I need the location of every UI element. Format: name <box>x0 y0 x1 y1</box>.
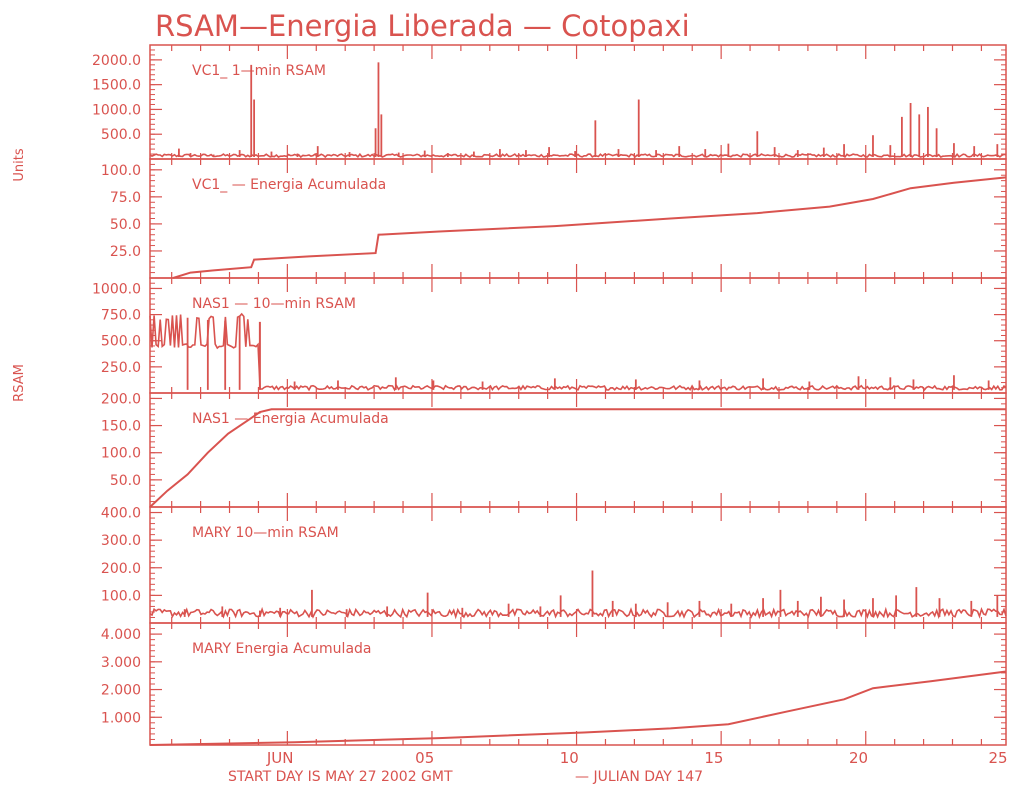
y-tick-label: 150.0 <box>101 419 141 435</box>
y-tick-label: 1500.0 <box>92 78 141 94</box>
y-tick-label: 1.000 <box>101 710 141 726</box>
y-tick-label: 4.000 <box>101 627 141 643</box>
y-tick-label: 2.000 <box>101 683 141 699</box>
y-tick-label: 500.0 <box>101 334 141 350</box>
y-tick-label: 100.0 <box>101 446 141 462</box>
y-tick-label: 3.000 <box>101 655 141 671</box>
series-baseline <box>149 312 1007 392</box>
x-tick-label: JUN <box>266 749 294 767</box>
y-tick-label: 75.0 <box>110 190 141 206</box>
panel-label: VC1_ — Energia Acumulada <box>192 177 386 193</box>
panel-2: 250.0 500.0 750.0 1000.0 NAS1 — 10—min RSAM <box>92 277 1007 394</box>
y-tick-label: 1000.0 <box>92 102 141 118</box>
chart-title: RSAM—Energia Liberada — Cotopaxi <box>155 9 690 43</box>
series-baseline <box>149 606 1007 620</box>
series-line <box>172 176 1007 279</box>
y-tick-label: 50.0 <box>110 217 141 233</box>
y-tick-label: 250.0 <box>101 360 141 376</box>
y-tick-label: 300.0 <box>101 533 141 549</box>
x-tick-label: 10 <box>560 749 579 767</box>
series-baseline <box>149 152 1007 159</box>
side-label-units: Units <box>12 148 27 181</box>
x-tick-label: 15 <box>704 749 723 767</box>
y-tick-label: 1000.0 <box>92 281 141 297</box>
panels-layer: 500.0 1000.0 1500.0 2000.0 VC1_ 1—min RSAM 25… <box>92 44 1007 746</box>
y-tick-label: 100.0 <box>101 588 141 604</box>
x-tick-label: 20 <box>849 749 868 767</box>
panel-5: 1.000 2.000 3.000 4.000 MARY Energia Acumula… <box>101 622 1007 746</box>
footer-julian-day: — JULIAN DAY 147 <box>575 769 703 785</box>
y-tick-label: 200.0 <box>101 561 141 577</box>
y-tick-label: 50.0 <box>110 473 141 489</box>
y-tick-label: 500.0 <box>101 127 141 143</box>
y-tick-label: 200.0 <box>101 391 141 407</box>
series-line <box>149 408 1006 508</box>
panel-label: MARY Energia Acumulada <box>192 641 371 657</box>
footer-start-day: START DAY IS MAY 27 2002 GMT <box>228 769 453 785</box>
y-tick-label: 750.0 <box>101 308 141 324</box>
panel-3: 50.0 100.0 150.0 200.0 NAS1 — Energia Acumul… <box>101 391 1007 508</box>
x-tick-label: 25 <box>988 749 1007 767</box>
panel-label: NAS1 — 10—min RSAM <box>192 296 356 312</box>
y-tick-label: 100.0 <box>101 163 141 179</box>
side-label-rsam: RSAM <box>12 364 27 402</box>
panel-0: 500.0 1000.0 1500.0 2000.0 VC1_ 1—min RSAM <box>92 44 1007 160</box>
x-axis-labels: JUN 05 10 15 20 25 <box>266 749 1008 767</box>
panel-label: MARY 10—min RSAM <box>192 525 339 541</box>
y-tick-label: 25.0 <box>110 244 141 260</box>
y-tick-label: 2000.0 <box>92 53 141 69</box>
x-tick-label: 05 <box>415 749 434 767</box>
panel-label: VC1_ 1—min RSAM <box>192 63 326 79</box>
series-line <box>149 670 1007 746</box>
y-tick-label: 400.0 <box>101 506 141 522</box>
panel-1: 25.0 50.0 75.0 100.0 VC1_ — Energia Acumulad… <box>101 158 1007 279</box>
panel-label: NAS1 — Energia Acumulada <box>192 411 389 427</box>
panel-4: 100.0 200.0 300.0 400.0 MARY 10—min RSAM <box>101 506 1007 624</box>
